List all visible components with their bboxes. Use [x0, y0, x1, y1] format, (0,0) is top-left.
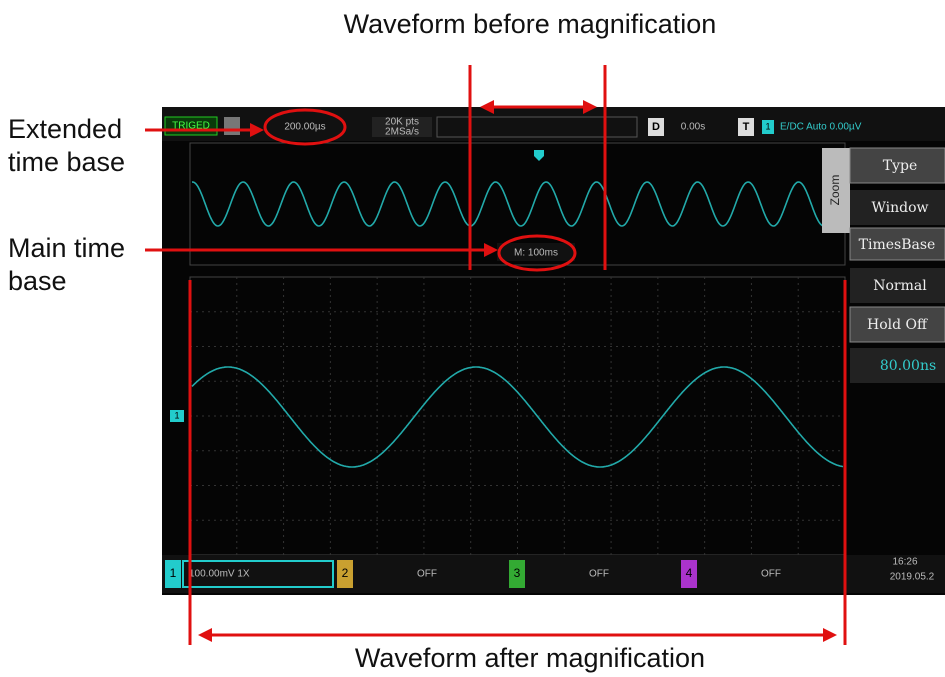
ch-setting: 100.00mV 1X [189, 569, 250, 580]
ch-setting: OFF [417, 569, 437, 580]
annotation: Waveform after magnification [355, 643, 705, 673]
ch-num: 2 [342, 566, 349, 580]
menu-item: Window [871, 200, 928, 216]
page: TRIGED 200.00µs 20K pts 2MSa/s D 0.00s T… [0, 0, 945, 677]
clock-time: 16:26 [892, 557, 917, 568]
clock-date: 2019.05.2 [890, 572, 935, 583]
trig-ch: 1 [765, 121, 770, 131]
menu-item: Type [883, 158, 918, 174]
annotation: Waveform before magnification [344, 9, 717, 39]
menu-item: Hold Off [867, 317, 928, 333]
annotation: time base [8, 147, 125, 177]
ch-setting: OFF [761, 569, 781, 580]
main-timebase: M: 100ms [514, 248, 558, 259]
trig-info: E/DC Auto 0.00µV [780, 122, 862, 133]
annotation: Main time [8, 233, 125, 263]
menu-item: Normal [873, 278, 927, 294]
sample-rate: 2MSa/s [385, 127, 419, 138]
ch-setting: OFF [589, 569, 609, 580]
menu-item: TimesBase [859, 237, 936, 253]
t-label: T [743, 121, 750, 133]
delay: 0.00s [681, 122, 705, 133]
ch-marker-label: 1 [174, 410, 179, 420]
annotation: base [8, 266, 67, 296]
d-label: D [652, 121, 660, 133]
ch-num: 4 [686, 566, 693, 580]
timebase: 200.00µs [284, 122, 325, 133]
ch-num: 3 [514, 566, 521, 580]
ch-num: 1 [170, 566, 177, 580]
ch-icon [224, 117, 240, 135]
menu-title: Zoom [828, 175, 842, 206]
menu-item: 80.00ns [880, 358, 936, 374]
annotation: Extended [8, 114, 122, 144]
